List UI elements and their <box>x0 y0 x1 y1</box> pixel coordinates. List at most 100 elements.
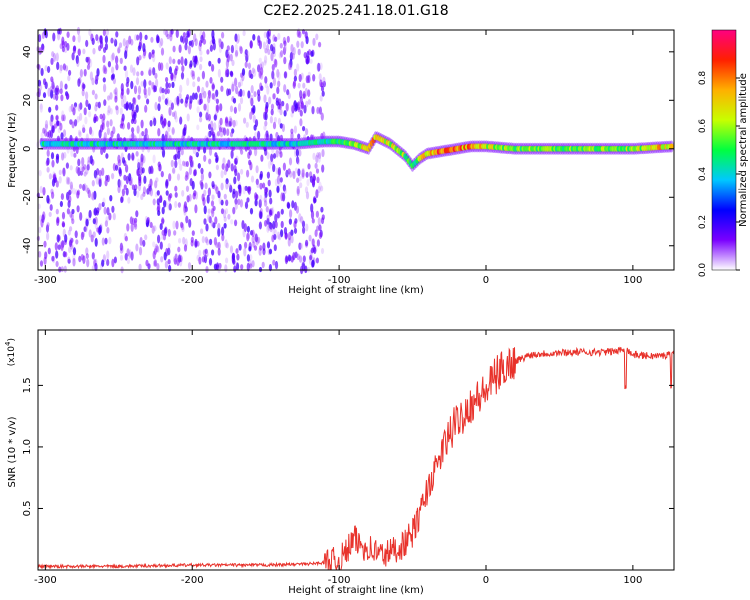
spectrogram-noise-cell <box>177 150 181 160</box>
spectrogram-noise-cell <box>270 103 275 111</box>
spectrogram-noise-cell <box>167 202 171 211</box>
spectrogram-noise-cell <box>259 211 263 219</box>
spectrogram-noise-cell <box>243 117 247 124</box>
spectrogram-noise-cell <box>254 199 258 207</box>
spectrogram-noise-cell <box>264 199 268 207</box>
spectrogram-noise-cell <box>211 208 215 218</box>
spectrogram-noise-cell <box>245 121 249 128</box>
spectrogram-noise-cell <box>144 215 148 224</box>
spectrogram-noise-cell <box>107 105 111 114</box>
spectrogram-noise-cell <box>163 251 167 261</box>
spectrogram-noise-cell <box>171 128 175 134</box>
spectrogram-noise-cell <box>224 239 228 248</box>
spectrogram-noise-cell <box>303 134 307 141</box>
spectrogram-noise-cell <box>246 232 250 242</box>
spectrogram-noise-cell <box>256 181 260 189</box>
spectrogram-noise-cell <box>77 78 81 87</box>
spectrogram-noise-cell <box>61 46 66 53</box>
spectrogram-noise-cell <box>94 222 98 229</box>
spectrogram-noise-cell <box>166 88 170 94</box>
spectrogram-noise-cell <box>161 133 165 143</box>
spectrogram-noise-cell <box>167 258 171 265</box>
spectrogram-noise-cell <box>214 237 218 247</box>
spectrogram-noise-cell <box>39 103 43 113</box>
spectrogram-noise-cell <box>69 119 73 125</box>
spectrogram-noise-cell <box>181 189 185 197</box>
spectrogram-noise-cell <box>138 246 143 256</box>
spectrogram-noise-cell <box>83 68 87 77</box>
spectrogram-noise-cell <box>130 118 135 125</box>
spectrogram-noise-cell <box>71 121 75 129</box>
spectrogram-noise-cell <box>197 99 201 105</box>
spectrogram-noise-cell <box>200 228 204 235</box>
spectrogram-noise-cell <box>174 153 178 161</box>
spectrogram-noise-cell <box>225 257 229 264</box>
spectrogram-noise-cell <box>109 194 113 202</box>
spectrogram-noise-cell <box>274 36 278 42</box>
colorbar-tick-label: 0.0 <box>698 263 708 278</box>
spectrogram-noise-cell <box>307 163 311 170</box>
spectrogram-noise-cell <box>76 115 80 123</box>
spectrogram-noise-cell <box>110 54 114 62</box>
spectrogram-noise-cell <box>79 68 83 78</box>
spectrogram-noise-cell <box>172 45 176 53</box>
spectrogram-noise-cell <box>307 99 311 105</box>
spectrogram-noise-cell <box>69 226 73 232</box>
spectrogram-noise-cell <box>87 189 91 199</box>
spectrogram-noise-cell <box>275 100 279 106</box>
spectrogram-noise-cell <box>59 200 64 208</box>
spectrogram-noise-cell <box>302 226 306 234</box>
spectrogram-noise-cell <box>222 127 227 136</box>
spectrogram-noise-cell <box>224 264 228 273</box>
spectrogram-noise-cell <box>72 247 77 256</box>
spectrogram-noise-cell <box>174 115 178 123</box>
x-tick-label: -300 <box>34 275 57 286</box>
spectrogram-noise-cell <box>272 43 276 51</box>
spectrogram-noise-cell <box>217 68 221 78</box>
spectrogram-noise-cell <box>296 40 300 48</box>
spectrogram-noise-cell <box>315 189 319 199</box>
spectrogram-noise-cell <box>206 194 210 204</box>
spectrogram-noise-cell <box>184 206 188 213</box>
spectrogram-noise-cell <box>192 81 196 88</box>
spectrogram-noise-cell <box>159 195 163 203</box>
spectrogram-noise-cell <box>300 216 304 224</box>
spectrogram-noise-cell <box>143 79 147 89</box>
spectrogram-noise-cell <box>117 46 121 54</box>
spectrogram-noise-cell <box>44 119 49 129</box>
spectrogram-noise-cell <box>139 31 143 41</box>
spectrogram-noise-cell <box>297 82 301 89</box>
spectrogram-noise-cell <box>39 83 43 91</box>
spectrogram-noise-cell <box>276 175 281 185</box>
spectrogram-noise-cell <box>211 93 215 100</box>
spectrogram-noise-cell <box>153 225 157 232</box>
spectrogram-noise-cell <box>197 163 201 169</box>
spectrogram-noise-cell <box>150 167 154 175</box>
spectrogram-noise-cell <box>246 169 250 178</box>
spectrogram-noise-cell <box>175 220 179 230</box>
spectrogram-noise-cell <box>66 145 70 154</box>
spectrogram-noise-cell <box>223 216 227 222</box>
spectrogram-noise-cell <box>160 170 164 178</box>
spectrogram-noise-cell <box>152 198 156 206</box>
spectrogram-noise-cell <box>279 151 283 158</box>
spectrogram-noise-cell <box>73 45 77 52</box>
spectrogram-noise-cell <box>228 120 232 127</box>
spectrogram-noise-cell <box>208 216 212 224</box>
spectrogram-noise-cell <box>272 93 276 100</box>
spectrogram-noise-cell <box>178 44 182 53</box>
spectrogram-noise-cell <box>217 241 221 250</box>
spectrogram-noise-cell <box>60 266 64 273</box>
spectrogram-noise-cell <box>200 92 204 100</box>
spectrogram-noise-cell <box>277 117 281 126</box>
spectrogram-noise-cell <box>171 111 175 118</box>
spectrogram-noise-cell <box>68 105 72 113</box>
spectrogram-noise-cell <box>75 144 79 155</box>
spectrogram-noise-cell <box>286 89 290 96</box>
spectrogram-noise-cell <box>266 241 271 249</box>
spectrogram-noise-cell <box>186 77 190 87</box>
spectrogram-noise-cell <box>218 262 222 270</box>
spectrogram-noise-cell <box>110 37 114 44</box>
spectrogram-noise-cell <box>305 171 309 178</box>
spectrogram-noise-cell <box>58 169 62 176</box>
